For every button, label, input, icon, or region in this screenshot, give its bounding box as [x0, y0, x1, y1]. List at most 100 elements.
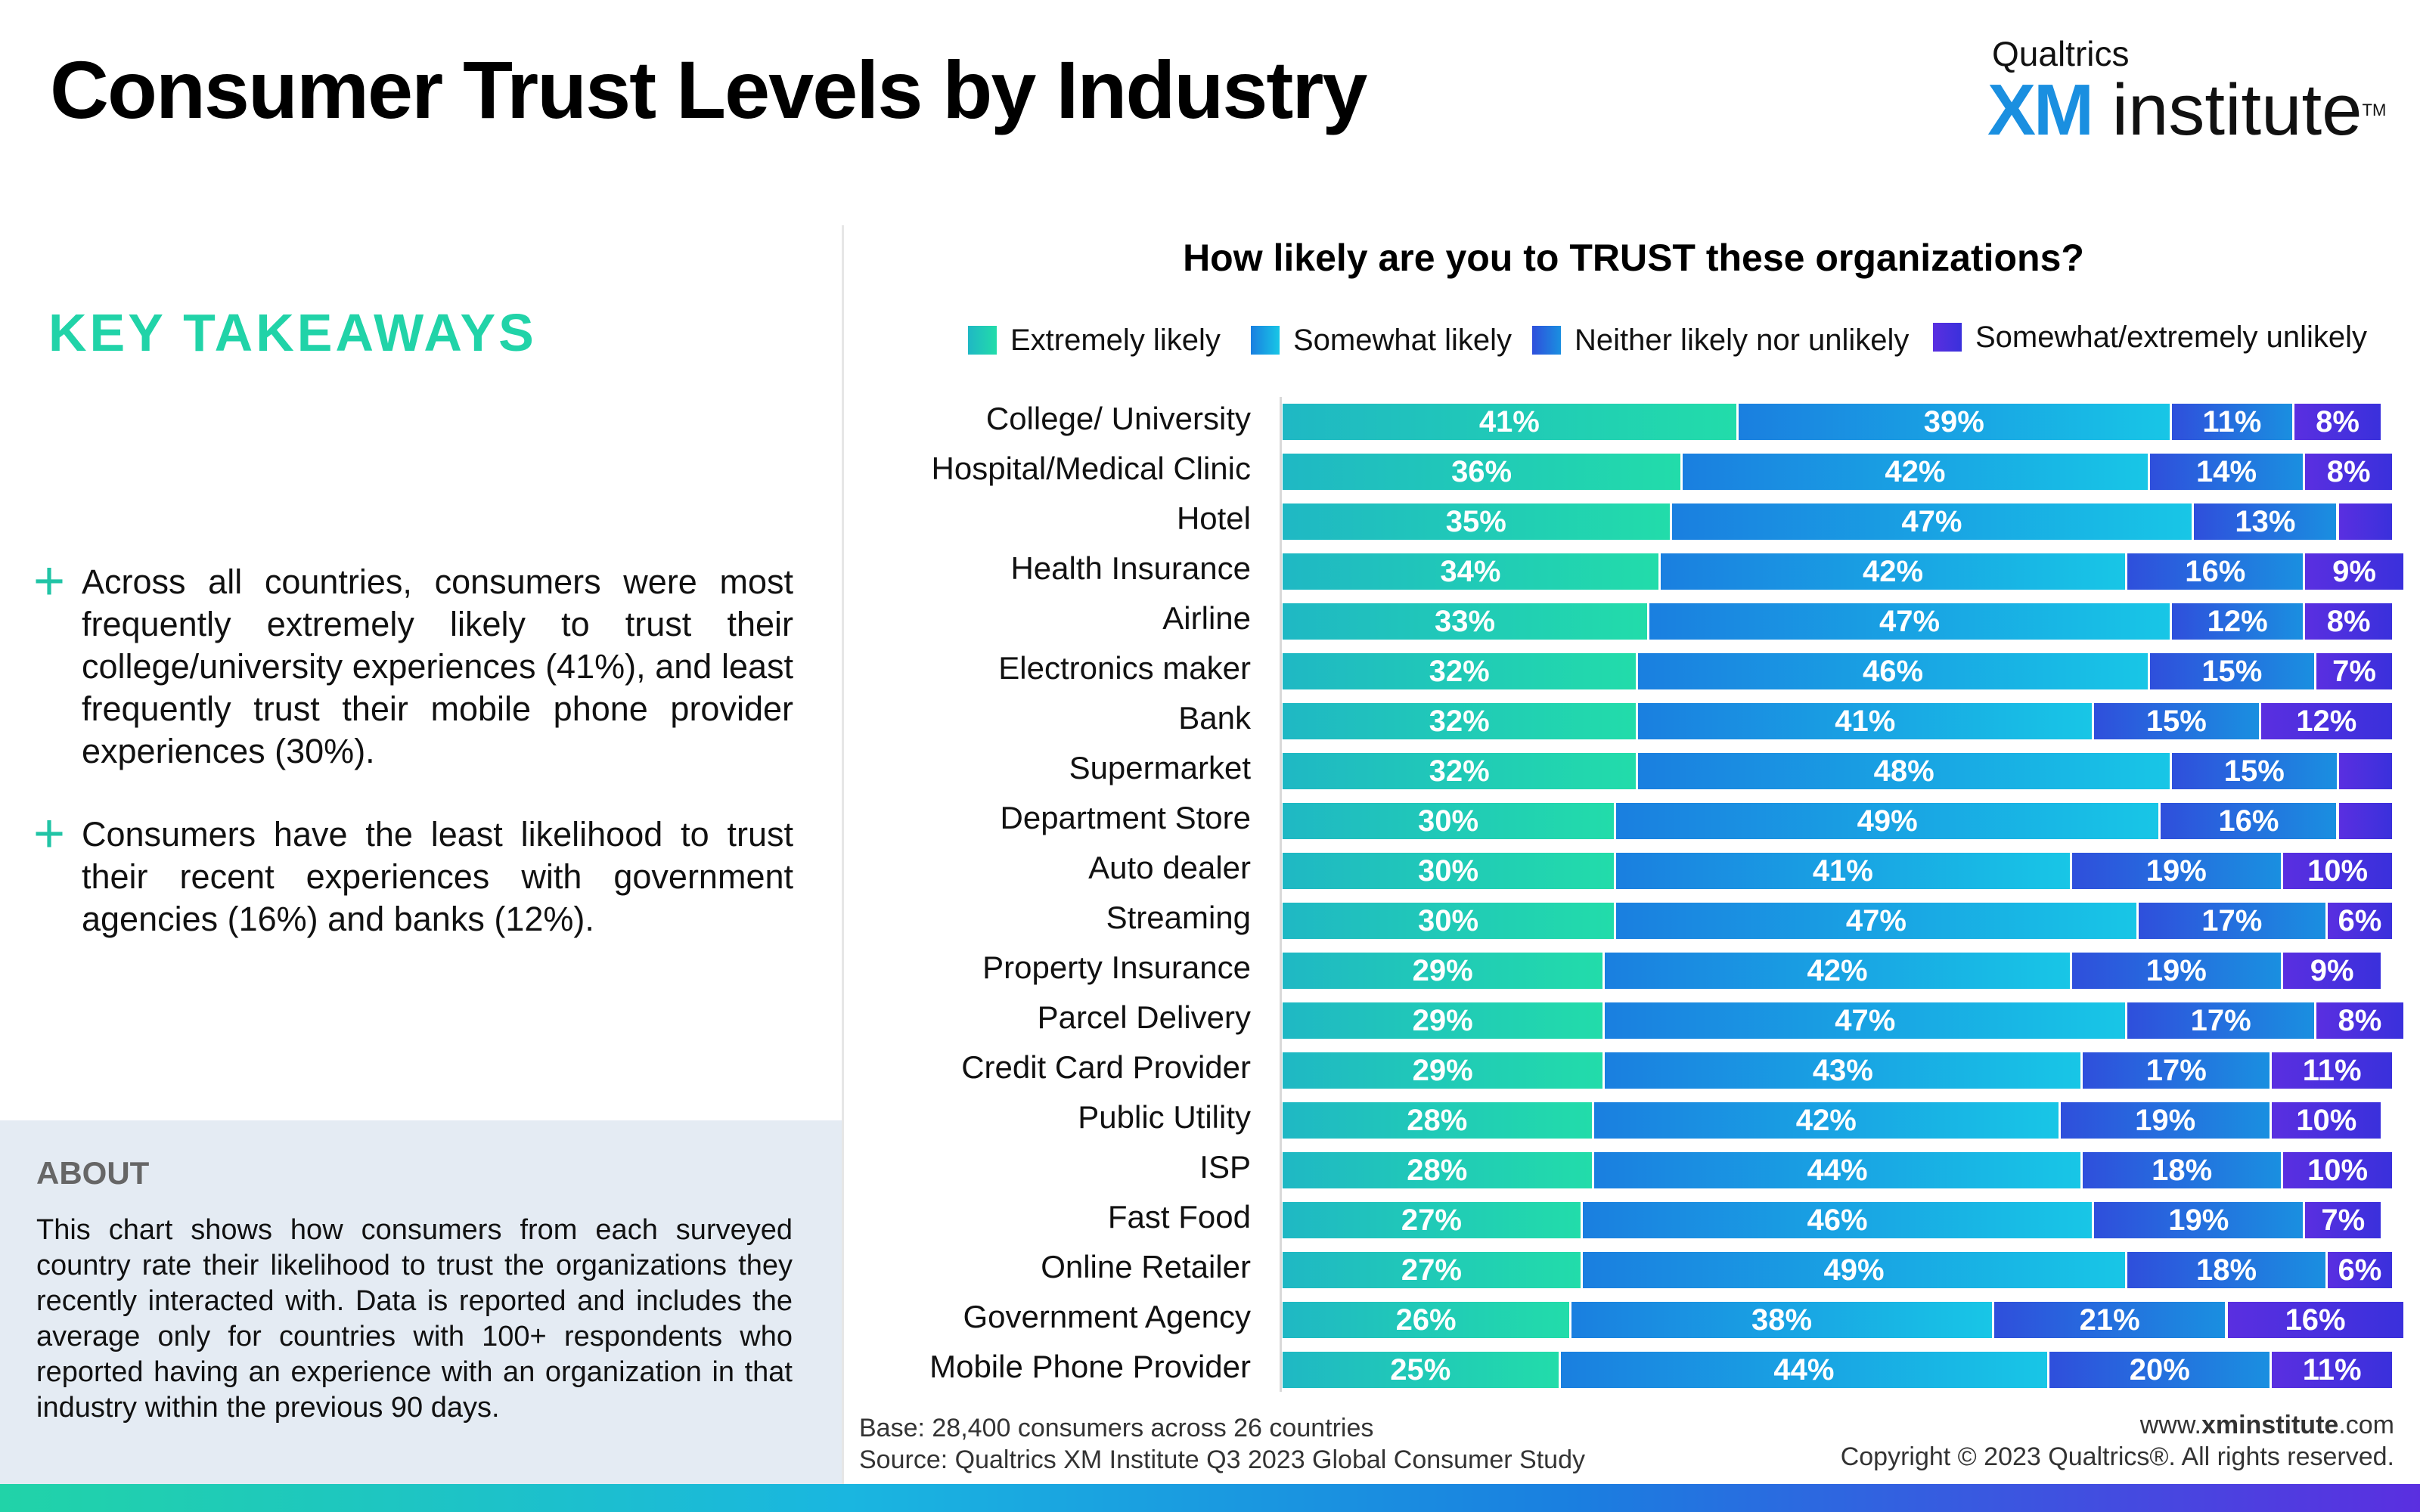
bar-segment-somewhat-likely: 47%: [1605, 1002, 2128, 1039]
bar-segment-neither: 20%: [2049, 1352, 2273, 1388]
bar-segment-unlikely: 6%: [2327, 1252, 2394, 1288]
legend-swatch: [1251, 326, 1280, 355]
bar-segment-unlikely: 10%: [2283, 1152, 2394, 1188]
bar-segment-neither: 15%: [2149, 653, 2317, 689]
category-label: Bank: [1178, 700, 1251, 736]
bar-segment-somewhat-likely: 46%: [1582, 1202, 2095, 1238]
bar-segment-somewhat-likely: 41%: [1638, 703, 2095, 739]
bar-segment-unlikely: 10%: [2272, 1102, 2384, 1139]
bar-segment-unlikely: 8%: [2305, 454, 2394, 490]
legend-swatch: [1532, 326, 1561, 355]
legend-swatch: [968, 326, 997, 355]
copyright-text: Copyright © 2023 Qualtrics®. All rights …: [1840, 1442, 2394, 1471]
bar-segment-somewhat-likely: 39%: [1738, 404, 2172, 440]
bar-segment-unlikely: 9%: [2283, 953, 2384, 989]
bar-segment-neither: 14%: [2149, 454, 2306, 490]
bar-segment-extremely-likely: 33%: [1283, 603, 1650, 640]
bar-segment-somewhat-likely: 42%: [1593, 1102, 2061, 1139]
category-label: Property Insurance: [982, 950, 1251, 985]
bar-segment-neither: 18%: [2083, 1152, 2283, 1188]
bar-segment-unlikely: 11%: [2272, 1052, 2394, 1089]
about-text: This chart shows how consumers from each…: [36, 1214, 793, 1424]
brand-gradient-bar: [0, 1484, 2420, 1512]
bar-segment-neither: 19%: [2071, 853, 2283, 889]
category-label: Streaming: [1106, 900, 1251, 935]
bar-segment-extremely-likely: 28%: [1283, 1102, 1594, 1139]
takeaway-bullet: + Consumers have the least likelihood to…: [33, 804, 793, 940]
bar-segment-extremely-likely: 36%: [1283, 454, 1683, 490]
bar-segment-extremely-likely: 30%: [1283, 803, 1616, 839]
bar-segment-neither: 13%: [2194, 503, 2339, 540]
bar-segment-neither: 16%: [2127, 553, 2306, 590]
website-name: xminstitute: [2201, 1411, 2339, 1439]
bar-segment-unlikely: 10%: [2283, 853, 2394, 889]
bar-segment-neither: 11%: [2172, 404, 2294, 440]
legend-label: Extremely likely: [1010, 324, 1221, 357]
bar-segment-somewhat-likely: 41%: [1616, 853, 2072, 889]
category-label: Fast Food: [1107, 1199, 1251, 1235]
category-label: Government Agency: [963, 1299, 1251, 1334]
bar-segment-unlikely: [2338, 753, 2394, 789]
legend-swatch: [1933, 323, 1962, 352]
bar-segment-neither: 17%: [2127, 1002, 2317, 1039]
bar-segment-somewhat-likely: 38%: [1571, 1302, 1994, 1338]
key-takeaways-title: KEY TAKEAWAYS: [48, 303, 537, 362]
category-label: Public Utility: [1078, 1099, 1251, 1135]
category-label: Credit Card Provider: [961, 1049, 1251, 1085]
bar-segment-neither: 12%: [2172, 603, 2306, 640]
logo-tm-text: TM: [2362, 101, 2387, 119]
bar-segment-unlikely: 6%: [2327, 903, 2394, 939]
page-title: Consumer Trust Levels by Industry: [50, 44, 1367, 135]
logo-qualtrics-text: Qualtrics: [1992, 34, 2130, 73]
bar-segment-neither: 16%: [2161, 803, 2339, 839]
category-label: Airline: [1162, 600, 1251, 636]
chart-title: How likely are you to TRUST these organi…: [1183, 237, 2084, 279]
bar-segment-somewhat-likely: 47%: [1616, 903, 2139, 939]
logo-institute-text: institute: [2111, 70, 2363, 150]
category-axis-line: [1280, 397, 1282, 1392]
category-label: Hotel: [1176, 500, 1251, 536]
bar-segment-extremely-likely: 30%: [1283, 903, 1616, 939]
bar-segment-extremely-likely: 26%: [1283, 1302, 1572, 1338]
legend-label: Somewhat/extremely unlikely: [1975, 321, 2367, 354]
website-suffix: .com: [2338, 1411, 2394, 1439]
category-label: Supermarket: [1069, 750, 1251, 785]
website-link[interactable]: www.xminstitute.com: [2140, 1411, 2394, 1440]
bar-segment-extremely-likely: 29%: [1283, 953, 1606, 989]
bar-segment-unlikely: [2338, 803, 2394, 839]
legend-label: Neither likely nor unlikely: [1575, 324, 1910, 357]
plus-icon: +: [33, 804, 66, 864]
bar-segment-unlikely: 8%: [2294, 404, 2384, 440]
category-label: Department Store: [1000, 800, 1252, 835]
category-label: Online Retailer: [1041, 1249, 1251, 1284]
bar-segment-somewhat-likely: 42%: [1683, 454, 2150, 490]
category-label: Health Insurance: [1010, 550, 1251, 586]
bar-segment-somewhat-likely: 48%: [1638, 753, 2172, 789]
bar-segment-neither: 19%: [2071, 953, 2283, 989]
bar-segment-somewhat-likely: 43%: [1605, 1052, 2083, 1089]
bar-segment-unlikely: 11%: [2272, 1352, 2394, 1388]
bar-segment-extremely-likely: 32%: [1283, 703, 1639, 739]
source-note: Source: Qualtrics XM Institute Q3 2023 G…: [859, 1445, 1586, 1474]
bar-segment-extremely-likely: 25%: [1283, 1352, 1561, 1388]
logo-xm-text: XM: [1987, 70, 2094, 150]
bar-segment-unlikely: 16%: [2227, 1302, 2406, 1338]
bar-segment-somewhat-likely: 42%: [1660, 553, 2128, 590]
takeaway-bullet: + Across all countries, consumers were m…: [33, 551, 793, 773]
category-label: Electronics maker: [998, 650, 1251, 686]
bar-segment-extremely-likely: 32%: [1283, 653, 1639, 689]
about-title: ABOUT: [36, 1155, 150, 1191]
bar-segment-extremely-likely: 27%: [1283, 1202, 1583, 1238]
takeaway-text: Consumers have the least likelihood to t…: [82, 815, 793, 938]
base-note: Base: 28,400 consumers across 26 countri…: [859, 1414, 1374, 1442]
bar-segment-unlikely: 7%: [2316, 653, 2394, 689]
legend-item-unlikely: Somewhat/extremely unlikely: [1933, 321, 2367, 355]
bar-segment-somewhat-likely: 44%: [1593, 1152, 2083, 1188]
category-label: Parcel Delivery: [1037, 999, 1251, 1035]
plus-icon: +: [33, 551, 66, 612]
logo-wordmark: XM instituteTM: [1987, 74, 2386, 147]
bar-segment-somewhat-likely: 46%: [1638, 653, 2150, 689]
bar-segment-neither: 17%: [2083, 1052, 2273, 1089]
legend-label: Somewhat likely: [1293, 324, 1512, 357]
